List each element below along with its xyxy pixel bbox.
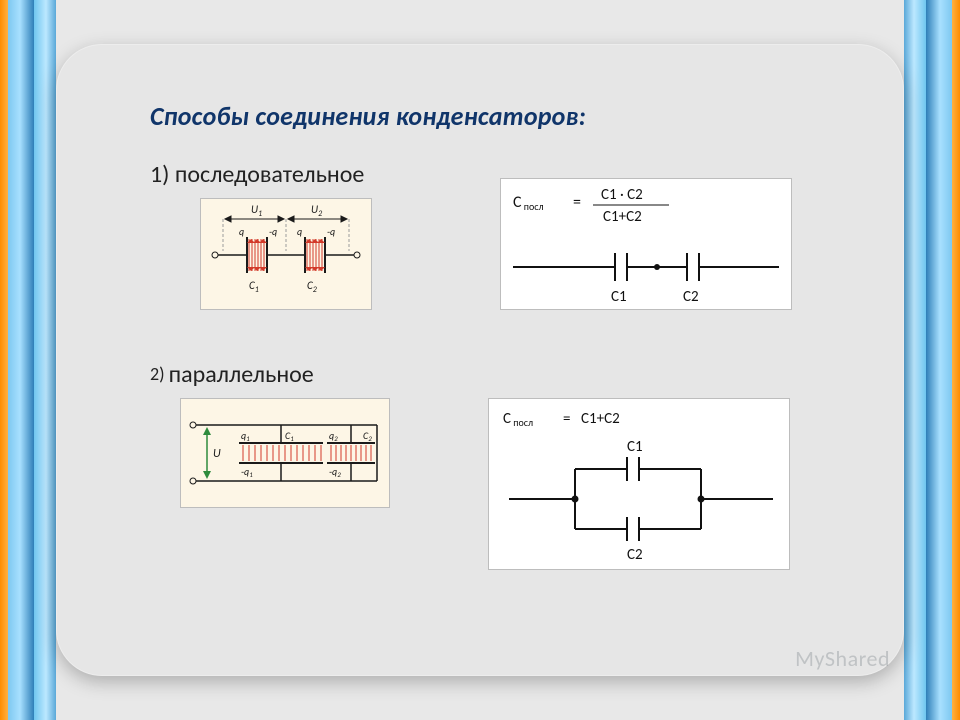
slide-background: Способы соединения конденсаторов: 1) пос… xyxy=(0,0,960,720)
series-circuit-panel: C посл = C1 · C2 C1+C2 C1 C2 xyxy=(500,178,792,310)
u1-label: U1 xyxy=(251,203,262,219)
item-2-number: 2) xyxy=(150,363,165,385)
svg-text:-q1: -q1 xyxy=(241,465,253,479)
svg-text:C1+C2: C1+C2 xyxy=(581,410,620,428)
svg-text:C1: C1 xyxy=(249,279,259,295)
svg-text:C1: C1 xyxy=(627,438,643,456)
item-1: 1) последовательное xyxy=(150,160,364,189)
svg-text:C1: C1 xyxy=(285,429,294,443)
svg-text:=: = xyxy=(563,410,570,428)
series-diagram: U1 U2 q -q q -q C1 C2 xyxy=(200,198,372,310)
svg-text:q: q xyxy=(297,225,302,238)
svg-text:U: U xyxy=(213,447,221,461)
svg-text:=: = xyxy=(573,193,581,212)
parallel-circuit-panel: C посл = C1+C2 C1 C2 xyxy=(488,398,790,570)
item-1-number: 1) xyxy=(150,160,169,189)
svg-text:-q: -q xyxy=(327,225,335,238)
parallel-diagram: U q1 -q1 C1 q2 -q2 C2 xyxy=(180,398,390,508)
svg-text:C посл: C посл xyxy=(503,410,533,429)
svg-text:-q2: -q2 xyxy=(329,465,341,479)
slide-title: Способы соединения конденсаторов: xyxy=(150,100,586,132)
svg-text:C1+C2: C1+C2 xyxy=(603,208,642,226)
svg-text:-q: -q xyxy=(269,225,277,238)
u2-label: U2 xyxy=(311,203,322,219)
item-1-label: последовательное xyxy=(175,160,364,189)
svg-text:C посл: C посл xyxy=(513,193,544,213)
svg-text:q1: q1 xyxy=(241,429,250,443)
svg-text:C2: C2 xyxy=(363,429,372,443)
svg-text:C2: C2 xyxy=(627,546,643,564)
c1-label: C1 xyxy=(611,288,627,306)
svg-text:C2: C2 xyxy=(307,279,317,295)
item-2: 2) параллельное xyxy=(150,360,314,389)
item-2-label: параллельное xyxy=(169,360,314,389)
svg-text:q: q xyxy=(239,225,244,238)
c2-label: C2 xyxy=(683,288,699,306)
svg-text:q2: q2 xyxy=(329,429,338,443)
svg-text:C1 · C2: C1 · C2 xyxy=(601,186,643,204)
